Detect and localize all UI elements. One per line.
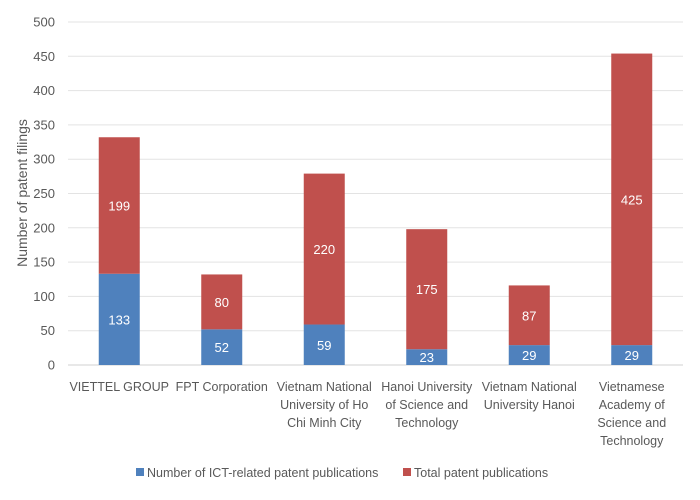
y-tick-label: 250 [33, 186, 55, 201]
bar-total [201, 274, 243, 330]
x-tick-label: of Science and [385, 398, 468, 412]
data-label: 80 [215, 295, 229, 310]
data-label: 52 [215, 340, 229, 355]
x-axis-category-labels: VIETTEL GROUP FPT Corporation Vietnam Nati… [69, 380, 666, 448]
y-tick-label: 50 [41, 323, 55, 338]
legend-label-total: Total patent publications [414, 466, 548, 480]
y-tick-label: 100 [33, 289, 55, 304]
bar-total [98, 137, 140, 274]
y-axis-tick-labels: 0 50 100 150 200 250 300 350 400 450 500 [33, 15, 55, 373]
bar-total [406, 229, 448, 350]
bar-total [508, 285, 550, 346]
y-tick-label: 150 [33, 255, 55, 270]
data-labels: 133 199 52 80 59 220 23 175 29 87 29 425 [108, 192, 642, 365]
x-tick-label: Vietnam National [482, 380, 577, 394]
bar-ict-related [406, 349, 448, 365]
bar-total [611, 53, 653, 346]
x-tick-label: Hanoi University [381, 380, 473, 394]
y-tick-label: 200 [33, 220, 55, 235]
x-tick-label: University Hanoi [484, 398, 575, 412]
data-label: 29 [625, 348, 639, 363]
y-tick-label: 300 [33, 152, 55, 167]
x-tick-label: University of Ho [280, 398, 368, 412]
data-label: 220 [313, 242, 335, 257]
y-tick-label: 500 [33, 15, 55, 30]
bar-ict-related [303, 324, 345, 365]
bar-ict-related [611, 345, 653, 365]
x-tick-label: Vietnamese [599, 380, 665, 394]
x-tick-label: FPT Corporation [176, 380, 268, 394]
data-label: 23 [420, 350, 434, 365]
y-tick-label: 400 [33, 83, 55, 98]
data-label: 425 [621, 192, 643, 207]
x-tick-label: VIETTEL GROUP [69, 380, 169, 394]
data-label: 199 [108, 199, 130, 214]
legend-label-ict-related: Number of ICT-related patent publication… [147, 466, 378, 480]
x-tick-label: Vietnam National [277, 380, 372, 394]
data-label: 29 [522, 348, 536, 363]
x-tick-label: Chi Minh City [287, 416, 362, 430]
bar-ict-related [201, 329, 243, 365]
legend: Number of ICT-related patent publication… [136, 466, 548, 480]
gridlines [68, 21, 683, 366]
y-tick-label: 0 [48, 358, 55, 373]
y-tick-label: 350 [33, 117, 55, 132]
bar-ict-related [98, 273, 140, 365]
data-label: 87 [522, 308, 536, 323]
data-label: 133 [108, 312, 130, 327]
x-tick-label: Technology [395, 416, 459, 430]
legend-swatch-total [403, 468, 411, 476]
y-axis-title: Number of patent filings [14, 119, 30, 267]
bar-total [303, 173, 345, 325]
x-tick-label: Technology [600, 434, 664, 448]
x-tick-label: Science and [597, 416, 666, 430]
bar-ict-related [508, 345, 550, 365]
data-label: 59 [317, 338, 331, 353]
data-label: 175 [416, 282, 438, 297]
y-tick-label: 450 [33, 49, 55, 64]
x-tick-label: Academy of [599, 398, 666, 412]
legend-swatch-ict-related [136, 468, 144, 476]
bars [98, 53, 653, 365]
